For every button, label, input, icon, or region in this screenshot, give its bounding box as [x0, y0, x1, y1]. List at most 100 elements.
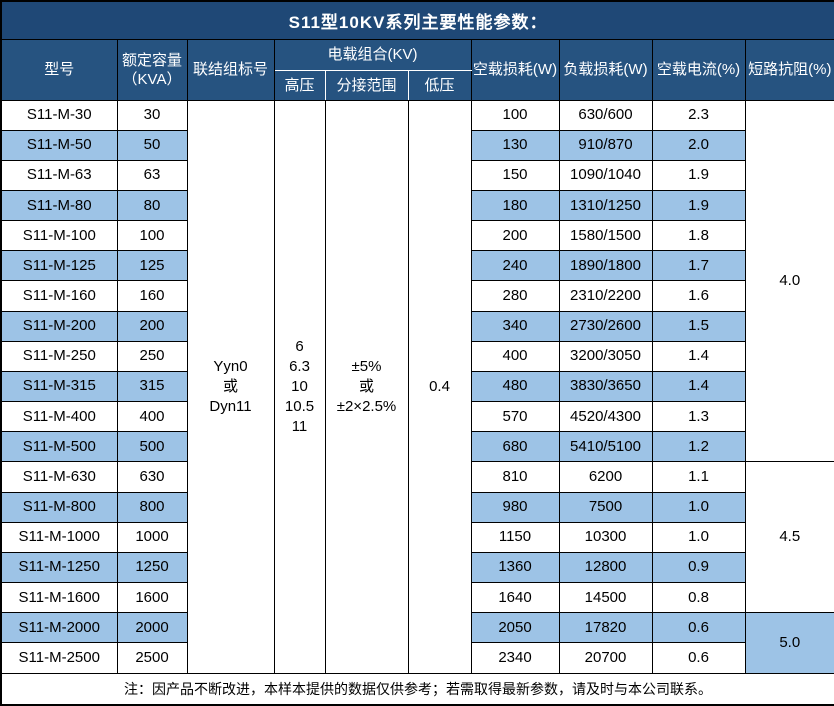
model-cell: S11-M-2000 — [0, 612, 118, 644]
capacity-cell: 250 — [116, 340, 188, 372]
no-load-loss-cell: 1360 — [470, 551, 560, 584]
no-load-loss-cell: 1640 — [470, 581, 560, 614]
table-body: S11-M-30 30 Yyn0 或 Dyn11 6 6.3 10 10.5 11 ±5… — [0, 99, 834, 674]
no-load-current-cell: 0.6 — [651, 612, 746, 644]
tap-range-cell: ±5% 或 ±2×2.5% — [324, 99, 409, 674]
load-loss-cell: 1310/1250 — [558, 189, 653, 222]
no-load-current-cell: 0.6 — [651, 642, 746, 674]
no-load-loss-cell: 980 — [470, 491, 560, 523]
no-load-loss-cell: 240 — [470, 250, 560, 282]
load-loss-cell: 14500 — [558, 581, 653, 614]
capacity-cell: 1600 — [116, 581, 188, 614]
table-row: S11-M-1600 1600 1640 14500 0.8 — [0, 581, 834, 614]
capacity-cell: 30 — [116, 99, 188, 131]
no-load-current-cell: 1.0 — [651, 491, 746, 523]
table-row: S11-M-1000 1000 1150 10300 1.0 — [0, 521, 834, 553]
lv-cell: 0.4 — [407, 99, 472, 674]
column-header-tap-range: 分接范围 — [324, 69, 409, 101]
capacity-cell: 63 — [116, 159, 188, 191]
capacity-cell: 2000 — [116, 612, 188, 644]
no-load-loss-cell: 2050 — [470, 612, 560, 644]
model-cell: S11-M-800 — [0, 491, 118, 523]
load-loss-cell: 3200/3050 — [558, 340, 653, 372]
model-cell: S11-M-63 — [0, 159, 118, 191]
table-row: S11-M-500 500 680 5410/5100 1.2 — [0, 431, 834, 463]
no-load-current-cell: 1.8 — [651, 220, 746, 252]
table-row: S11-M-160 160 280 2310/2200 1.6 — [0, 280, 834, 312]
table-row: S11-M-200 200 340 2730/2600 1.5 — [0, 310, 834, 342]
model-cell: S11-M-500 — [0, 431, 118, 463]
column-header-connection: 联结组标号 — [186, 38, 275, 101]
column-header-no-load-current: 空载电流(%) — [651, 38, 746, 101]
table-row: S11-M-2500 2500 2340 20700 0.6 — [0, 642, 834, 674]
capacity-cell: 50 — [116, 129, 188, 161]
model-cell: S11-M-315 — [0, 370, 118, 403]
capacity-cell: 1250 — [116, 551, 188, 584]
footer-note: 注：因产品不断改进，本样本提供的数据仅供参考；若需取得最新参数，请及时与本公司联… — [0, 672, 834, 706]
model-cell: S11-M-250 — [0, 340, 118, 372]
no-load-loss-cell: 100 — [470, 99, 560, 131]
no-load-current-cell: 1.9 — [651, 159, 746, 191]
column-header-impedance: 短路抗阻(%) — [744, 38, 834, 101]
no-load-loss-cell: 280 — [470, 280, 560, 312]
no-load-loss-cell: 200 — [470, 220, 560, 252]
table-row: S11-M-30 30 Yyn0 或 Dyn11 6 6.3 10 10.5 11 ±5… — [0, 99, 834, 674]
no-load-loss-cell: 570 — [470, 401, 560, 433]
table-row: S11-M-125 125 240 1890/1800 1.7 — [0, 250, 834, 282]
no-load-current-cell: 1.4 — [651, 340, 746, 372]
impedance-cell: 5.0 — [744, 612, 834, 674]
load-loss-cell: 12800 — [558, 551, 653, 584]
load-loss-cell: 2730/2600 — [558, 310, 653, 342]
model-cell: S11-M-200 — [0, 310, 118, 342]
table-row: S11-M-63 63 150 1090/1040 1.9 — [0, 159, 834, 191]
table-row: S11-M-800 800 980 7500 1.0 — [0, 491, 834, 523]
table-row: S11-M-100 100 200 1580/1500 1.8 — [0, 220, 834, 252]
no-load-loss-cell: 1150 — [470, 521, 560, 553]
impedance-cell: 4.5 — [744, 461, 834, 614]
table-row: S11-M-2000 2000 2050 17820 0.6 5.0 — [0, 612, 834, 674]
no-load-current-cell: 1.7 — [651, 250, 746, 282]
table-row: S11-M-400 400 570 4520/4300 1.3 — [0, 401, 834, 433]
no-load-current-cell: 0.9 — [651, 551, 746, 584]
model-cell: S11-M-100 — [0, 220, 118, 252]
table-row: S11-M-80 80 180 1310/1250 1.9 — [0, 189, 834, 222]
capacity-cell: 800 — [116, 491, 188, 523]
page-title: S11型10KV系列主要性能参数： — [0, 0, 834, 40]
no-load-loss-cell: 130 — [470, 129, 560, 161]
column-header-model: 型号 — [0, 38, 118, 101]
model-cell: S11-M-2500 — [0, 642, 118, 674]
no-load-current-cell: 1.1 — [651, 461, 746, 493]
load-loss-cell: 3830/3650 — [558, 370, 653, 403]
capacity-cell: 125 — [116, 250, 188, 282]
table-row: S11-M-630 630 810 6200 1.1 4.5 — [0, 461, 834, 614]
no-load-current-cell: 1.0 — [651, 521, 746, 553]
model-cell: S11-M-160 — [0, 280, 118, 312]
load-loss-cell: 1890/1800 — [558, 250, 653, 282]
model-cell: S11-M-1600 — [0, 581, 118, 614]
load-loss-cell: 1090/1040 — [558, 159, 653, 191]
model-cell: S11-M-50 — [0, 129, 118, 161]
title-row: S11型10KV系列主要性能参数： — [0, 0, 834, 40]
model-cell: S11-M-30 — [0, 99, 118, 131]
no-load-current-cell: 1.4 — [651, 370, 746, 403]
column-header-lv: 低压 — [407, 69, 472, 101]
no-load-current-cell: 1.9 — [651, 189, 746, 222]
footer-row: 注：因产品不断改进，本样本提供的数据仅供参考；若需取得最新参数，请及时与本公司联… — [0, 672, 834, 706]
no-load-loss-cell: 400 — [470, 340, 560, 372]
model-cell: S11-M-1250 — [0, 551, 118, 584]
impedance-cell: 4.0 — [744, 99, 834, 463]
capacity-cell: 1000 — [116, 521, 188, 553]
no-load-current-cell: 2.3 — [651, 99, 746, 131]
column-header-capacity: 额定容量 （KVA） — [116, 38, 188, 101]
load-loss-cell: 5410/5100 — [558, 431, 653, 463]
capacity-cell: 500 — [116, 431, 188, 463]
table-row: S11-M-50 50 130 910/870 2.0 — [0, 129, 834, 161]
model-cell: S11-M-400 — [0, 401, 118, 433]
header-row-2: 高压 分接范围 低压 — [1, 69, 834, 101]
hv-cell: 6 6.3 10 10.5 11 — [273, 99, 326, 674]
column-header-load-combo: 电载组合(KV) — [273, 38, 472, 71]
capacity-cell: 630 — [116, 461, 188, 493]
no-load-current-cell: 0.8 — [651, 581, 746, 614]
no-load-loss-cell: 180 — [470, 189, 560, 222]
